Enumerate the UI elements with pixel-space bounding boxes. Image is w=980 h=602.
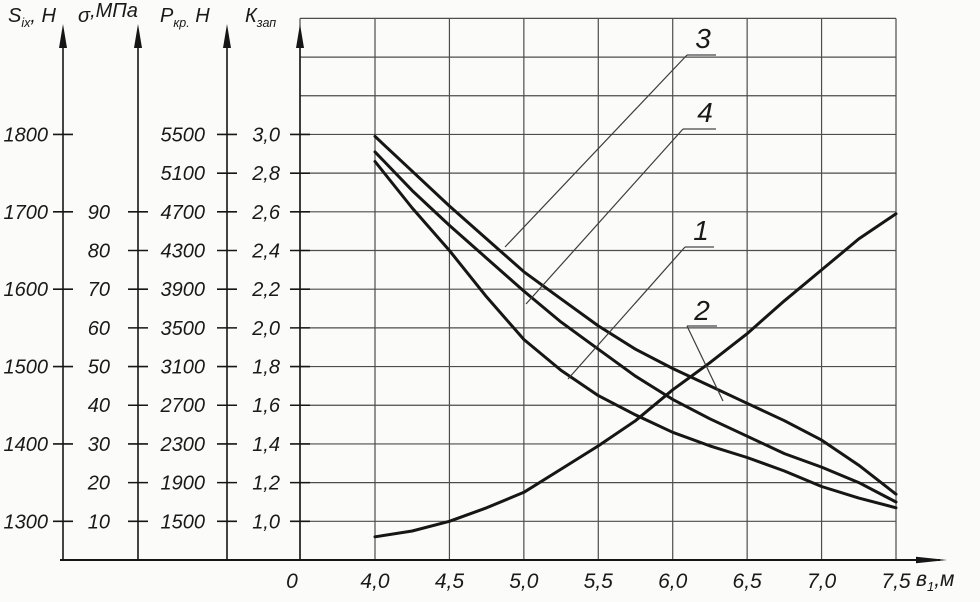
y-tick-label-p_kr: 1900 [161,473,206,495]
x-axis-title: в1,м [916,568,954,594]
y-axis-title-s_tx: Sіх, Н [8,5,56,30]
x-tick-label: 7,5 [881,570,911,593]
x-tick-label: 5,0 [509,570,539,593]
x-tick-label: 6,0 [658,570,688,593]
y-tick-label-sigma: 90 [88,202,110,224]
curve-1 [373,160,898,510]
y-tick-label-sigma: 20 [87,473,110,495]
y-axis-title-sigma: σ,МПа [78,0,138,27]
y-tick-label-sigma: 80 [88,241,110,263]
y-tick-label-k_zap: 1,8 [252,357,280,379]
y-tick-label-s_tx: 1800 [4,124,49,146]
y-tick-label-k_zap: 2,2 [251,279,280,301]
y-tick-label-sigma: 40 [88,395,110,417]
curve-label-leader-4 [525,128,684,305]
curve-label-3: 3 [695,23,711,54]
y-axis-arrow-icon-sigma [134,24,142,48]
y-tick-label-p_kr: 3500 [161,318,206,340]
curve-3 [373,134,898,496]
y-tick-label-k_zap: 1,2 [252,473,280,495]
y-tick-label-p_kr: 1500 [161,511,206,533]
x-tick-label: 4,0 [360,570,390,593]
curve-label-4: 4 [697,97,713,128]
y-tick-label-p_kr: 2700 [160,395,206,417]
y-tick-label-p_kr: 4300 [161,241,206,263]
y-tick-label-sigma: 50 [88,357,110,379]
y-axis-arrow-icon-p_kr [223,24,231,48]
y-tick-label-sigma: 70 [88,279,110,301]
curve-label-leader-2 [686,325,724,402]
curve-label-1: 1 [693,215,709,246]
y-tick-label-s_tx: 1600 [4,279,49,301]
y-tick-label-p_kr: 5500 [161,124,206,146]
y-tick-label-s_tx: 1500 [4,357,49,379]
curve-4 [373,150,898,504]
y-tick-label-p_kr: 4700 [161,202,206,224]
y-tick-label-p_kr: 2300 [160,434,206,456]
y-tick-label-k_zap: 2,4 [251,241,280,263]
y-tick-label-sigma: 30 [88,434,110,456]
y-tick-label-k_zap: 2,8 [251,163,280,185]
y-axis-title-p_kr: Ркр. Н [160,5,210,30]
y-tick-label-sigma: 60 [88,318,110,340]
y-tick-label-s_tx: 1700 [4,202,49,224]
x-tick-label: 0 [286,570,298,593]
x-tick-label: 7,0 [807,570,837,593]
y-axis-arrow-icon-k_zap [296,24,304,48]
x-tick-label: 4,5 [435,570,465,593]
y-tick-label-k_zap: 1,0 [252,511,280,533]
y-tick-label-k_zap: 2,0 [251,318,280,340]
y-tick-label-k_zap: 2,6 [251,202,281,224]
y-tick-label-k_zap: 3,0 [252,124,280,146]
curve-label-leader-3 [504,54,688,248]
y-tick-label-s_tx: 1400 [4,434,49,456]
y-tick-label-sigma: 10 [88,511,110,533]
y-tick-label-k_zap: 1,6 [252,395,281,417]
curve-label-leader-1 [567,246,686,380]
curve-2 [373,212,898,539]
y-tick-label-p_kr: 3900 [161,279,206,301]
y-tick-label-p_kr: 3100 [161,357,206,379]
y-tick-label-k_zap: 1,4 [252,434,280,456]
y-tick-label-s_tx: 1300 [4,511,49,533]
y-tick-label-p_kr: 5100 [161,163,206,185]
x-axis-arrow-icon [916,556,947,564]
x-tick-label: 5,5 [584,570,614,593]
y-axis-title-k_zap: Кзап [245,5,276,30]
y-axis-arrow-icon-s_tx [59,24,67,48]
x-tick-label: 6,5 [733,570,763,593]
curve-label-2: 2 [693,295,710,326]
